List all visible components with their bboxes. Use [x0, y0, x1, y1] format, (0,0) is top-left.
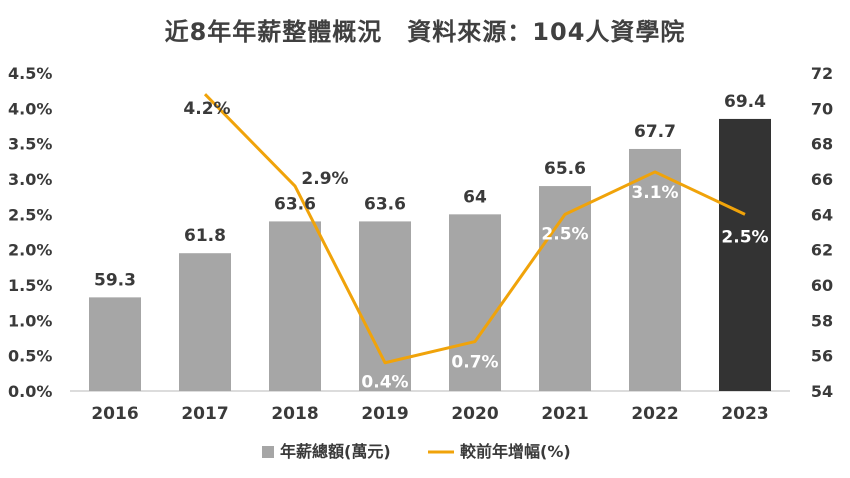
line-value-label: 2.5%	[721, 227, 768, 247]
left-axis-tick-label: 1.5%	[8, 276, 52, 295]
x-axis-tick-label: 2023	[721, 404, 768, 424]
x-axis-tick-label: 2016	[91, 404, 138, 424]
right-axis-tick-label: 62	[811, 241, 833, 260]
line-value-label: 4.2%	[183, 99, 230, 119]
line-value-label: 2.5%	[541, 224, 588, 244]
bar-value-label: 65.6	[544, 159, 586, 179]
right-axis-tick-label: 72	[811, 64, 833, 83]
left-axis-tick-label: 2.5%	[8, 205, 52, 224]
bar	[719, 118, 771, 391]
x-axis-tick-label: 2019	[361, 404, 408, 424]
bar	[179, 253, 231, 391]
bar	[449, 214, 501, 391]
line-value-label: 0.4%	[361, 373, 408, 393]
bar-value-label: 61.8	[184, 226, 226, 246]
right-axis-tick-label: 58	[811, 311, 833, 330]
x-axis-tick-label: 2021	[541, 404, 588, 424]
right-axis-tick-label: 68	[811, 135, 833, 154]
x-axis-tick-label: 2022	[631, 404, 678, 424]
left-axis-tick-label: 3.5%	[8, 135, 52, 154]
right-axis-tick-label: 66	[811, 170, 833, 189]
growth-line	[203, 93, 746, 365]
bar	[359, 221, 411, 391]
right-axis-tick-label: 70	[811, 99, 833, 118]
left-axis-tick-label: 4.0%	[8, 99, 52, 118]
bar	[539, 186, 591, 391]
bar-value-label: 59.3	[94, 270, 136, 290]
right-axis-tick-label: 64	[811, 205, 833, 224]
left-axis-tick-label: 2.0%	[8, 241, 52, 260]
line-value-label: 2.9%	[301, 169, 348, 189]
legend-swatch-bar	[262, 446, 274, 458]
chart-title: 近8年年薪整體概況 資料來源：104人資學院	[164, 18, 686, 46]
bar	[629, 148, 681, 391]
legend-label-bar: 年薪總額(萬元)	[280, 442, 391, 461]
bar-value-label: 64	[463, 187, 487, 207]
right-axis-tick-label: 54	[811, 382, 833, 401]
legend-label-line: 較前年增幅(%)	[460, 442, 571, 461]
x-axis-tick-label: 2017	[181, 404, 228, 424]
left-axis-tick-label: 3.0%	[8, 170, 52, 189]
x-axis-tick-label: 2020	[451, 404, 498, 424]
bar-value-label: 63.6	[364, 194, 406, 214]
bar-value-label: 67.7	[634, 122, 676, 142]
line-value-label: 0.7%	[451, 353, 498, 373]
x-axis-tick-label: 2018	[271, 404, 318, 424]
right-axis-tick-label: 56	[811, 347, 833, 366]
left-axis-tick-label: 1.0%	[8, 311, 52, 330]
left-axis-tick-label: 0.0%	[8, 382, 52, 401]
left-axis-tick-label: 0.5%	[8, 347, 52, 366]
left-axis-tick-label: 4.5%	[8, 64, 52, 83]
bar	[89, 297, 141, 391]
right-axis-tick-label: 60	[811, 276, 833, 295]
bar	[269, 221, 321, 391]
bar-value-label: 69.4	[724, 92, 766, 112]
line-value-label: 3.1%	[631, 183, 678, 203]
bar-value-label: 63.6	[274, 194, 316, 214]
